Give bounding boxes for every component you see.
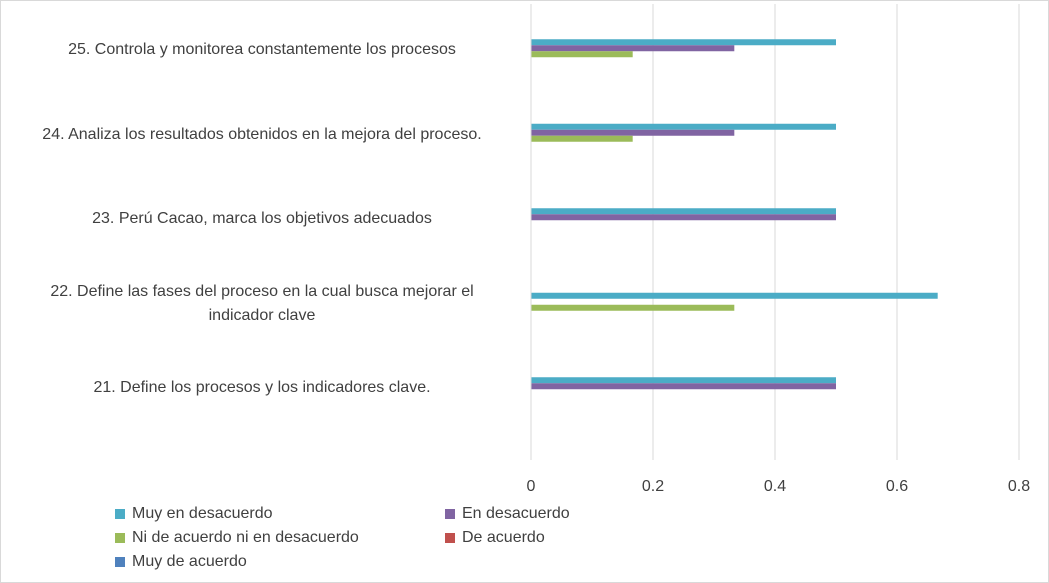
bar (531, 292, 938, 299)
bar (531, 304, 735, 311)
category-label: 21. Define los procesos y los indicadore… (93, 379, 431, 397)
bar (531, 123, 836, 130)
category-label: 23. Perú Cacao, marca los objetivos adec… (92, 210, 432, 228)
legend-swatch (115, 509, 125, 519)
bar (531, 208, 836, 215)
x-tick-label: 0.8 (1008, 478, 1030, 495)
legend-swatch (115, 533, 125, 543)
bar (531, 377, 836, 384)
x-tick-label: 0 (527, 478, 536, 495)
legend-label: De acuerdo (462, 529, 545, 546)
legend-label: Muy en desacuerdo (132, 505, 273, 522)
bar (531, 135, 633, 142)
x-tick-label: 0.4 (764, 478, 786, 495)
x-tick-label: 0.6 (886, 478, 908, 495)
legend-swatch (115, 557, 125, 567)
legend-label: En desacuerdo (462, 505, 570, 522)
bar (531, 45, 735, 52)
bar (531, 214, 836, 221)
category-label: 24. Analiza los resultados obtenidos en … (42, 125, 482, 143)
bar (531, 383, 836, 390)
legend-label: Ni de acuerdo ni en desacuerdo (132, 529, 359, 546)
category-label: 25. Controla y monitorea constantemente … (68, 41, 456, 59)
legend-swatch (445, 533, 455, 543)
bar (531, 39, 836, 46)
bar (531, 51, 633, 58)
legend-label: Muy de acuerdo (132, 553, 247, 570)
bar (531, 129, 735, 136)
legend-swatch (445, 509, 455, 519)
x-tick-label: 0.2 (642, 478, 664, 495)
category-label: 22. Define las fases del proceso en la c… (50, 282, 474, 324)
